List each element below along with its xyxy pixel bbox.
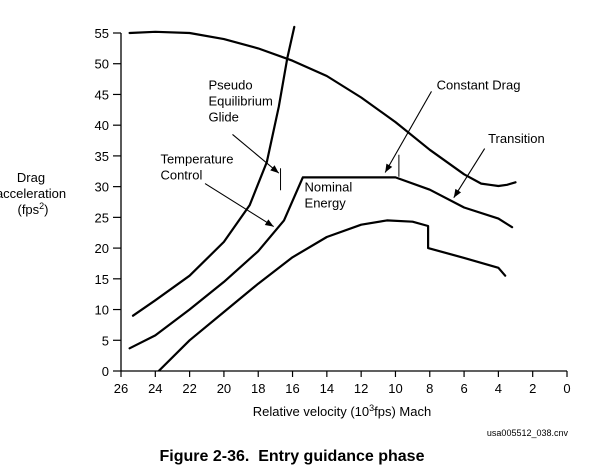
series-line-4	[157, 219, 507, 371]
y-axis-label-line2: acceleration	[0, 186, 66, 201]
axes-frame	[120, 33, 567, 372]
x-tick-label: 14	[320, 381, 334, 396]
annotation-label: Nominal	[305, 180, 353, 195]
annotation-leader	[384, 91, 432, 173]
y-tick-label: 25	[95, 210, 109, 225]
y-tick-label: 20	[95, 241, 109, 256]
annotation-label: Control	[160, 167, 202, 182]
y-tick-label: 35	[95, 149, 109, 164]
x-tick-label: 8	[426, 381, 433, 396]
x-tick-label: 0	[563, 381, 570, 396]
annotation-arrowhead	[453, 188, 462, 198]
figure-caption: Figure 2-36. Entry guidance phase	[160, 448, 425, 465]
y-tick-label: 30	[95, 180, 109, 195]
annotation-arrowhead	[264, 219, 274, 227]
x-tick-label: 4	[495, 381, 502, 396]
annotation-label: Transition	[488, 131, 545, 146]
data-series	[128, 25, 517, 371]
annotation-arrowhead	[270, 165, 279, 174]
file-id: usa005512_038.cnv	[487, 428, 569, 438]
series-line-2	[128, 30, 517, 188]
annotation-leader	[232, 133, 280, 174]
y-axis-unit: (fps2)	[17, 201, 48, 217]
y-tick-label: 45	[95, 87, 109, 102]
x-tick-label: 10	[388, 381, 402, 396]
x-tick-label: 20	[217, 381, 231, 396]
series-line-1	[131, 25, 296, 317]
y-tick-label: 40	[95, 118, 109, 133]
x-tick-label: 2	[529, 381, 536, 396]
y-tick-label: 55	[95, 26, 109, 41]
x-tick-label: 26	[114, 381, 128, 396]
x-tick-label: 18	[251, 381, 265, 396]
annotation-label: Energy	[305, 196, 347, 211]
y-tick-label: 0	[102, 364, 109, 379]
annotation-label: Constant Drag	[437, 78, 521, 93]
annotation-label: Glide	[208, 110, 238, 125]
annotation-label: Equilibrium	[208, 94, 272, 109]
y-tick-label: 10	[95, 303, 109, 318]
x-tick-label: 12	[354, 381, 368, 396]
annotation-label: Pseudo	[208, 78, 252, 93]
y-tick-label: 15	[95, 272, 109, 287]
x-tick-label: 6	[460, 381, 467, 396]
annotation-leader	[453, 148, 486, 198]
y-tick-label: 5	[102, 333, 109, 348]
x-axis-label: Relative velocity (103fps) Mach	[253, 403, 431, 419]
x-tick-label: 22	[182, 381, 196, 396]
y-axis-label-line1: Drag	[17, 170, 45, 185]
annotation-leader	[204, 183, 274, 228]
annotation-arrowhead	[385, 163, 393, 173]
x-axis-ticks: 26 24 22 20 18 16 14 12 10 8 6 4 2 0	[114, 371, 571, 396]
x-tick-label: 16	[285, 381, 299, 396]
annotation-label: Temperature	[160, 151, 233, 166]
y-tick-label: 50	[95, 57, 109, 72]
y-axis-ticks: 0 5 10 15 20 25 30 35 40 45 50 55	[95, 26, 121, 379]
x-tick-label: 24	[148, 381, 162, 396]
series-line-3	[128, 176, 514, 350]
